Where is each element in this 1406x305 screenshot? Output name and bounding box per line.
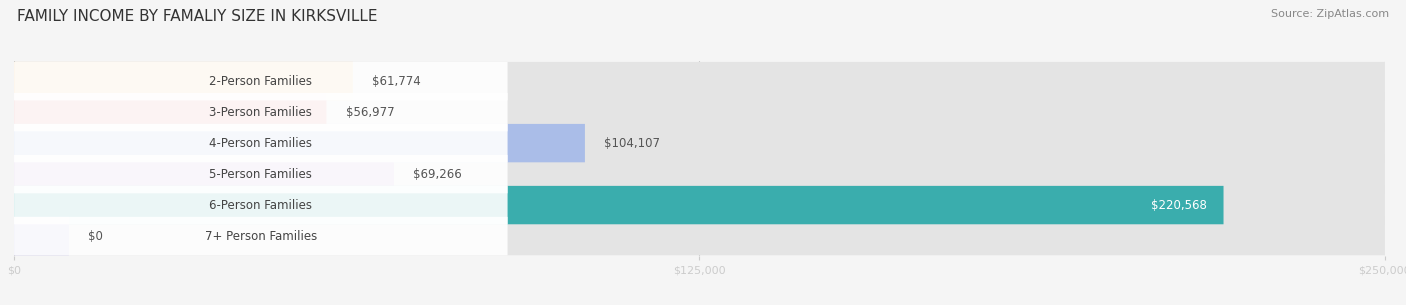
Text: 3-Person Families: 3-Person Families (209, 106, 312, 119)
Text: 7+ Person Families: 7+ Person Families (205, 230, 316, 242)
FancyBboxPatch shape (14, 217, 69, 255)
Text: $104,107: $104,107 (605, 137, 659, 150)
Text: FAMILY INCOME BY FAMALIY SIZE IN KIRKSVILLE: FAMILY INCOME BY FAMALIY SIZE IN KIRKSVI… (17, 9, 377, 24)
Text: 2-Person Families: 2-Person Families (209, 75, 312, 88)
FancyBboxPatch shape (14, 124, 508, 162)
FancyBboxPatch shape (14, 93, 1385, 131)
FancyBboxPatch shape (14, 155, 1385, 193)
FancyBboxPatch shape (14, 186, 1223, 224)
FancyBboxPatch shape (14, 124, 1385, 162)
FancyBboxPatch shape (14, 155, 394, 193)
FancyBboxPatch shape (14, 186, 508, 224)
FancyBboxPatch shape (14, 62, 1385, 100)
Text: $61,774: $61,774 (373, 75, 420, 88)
Text: $220,568: $220,568 (1152, 199, 1208, 212)
FancyBboxPatch shape (14, 155, 508, 193)
FancyBboxPatch shape (14, 186, 1385, 224)
Text: 4-Person Families: 4-Person Families (209, 137, 312, 150)
Text: $69,266: $69,266 (413, 167, 461, 181)
Text: Source: ZipAtlas.com: Source: ZipAtlas.com (1271, 9, 1389, 19)
FancyBboxPatch shape (14, 217, 508, 255)
FancyBboxPatch shape (14, 217, 1385, 255)
FancyBboxPatch shape (14, 93, 508, 131)
Text: 6-Person Families: 6-Person Families (209, 199, 312, 212)
Text: 5-Person Families: 5-Person Families (209, 167, 312, 181)
Text: $0: $0 (89, 230, 103, 242)
Text: $56,977: $56,977 (346, 106, 394, 119)
FancyBboxPatch shape (14, 93, 326, 131)
FancyBboxPatch shape (14, 62, 508, 100)
FancyBboxPatch shape (14, 62, 353, 100)
FancyBboxPatch shape (14, 124, 585, 162)
